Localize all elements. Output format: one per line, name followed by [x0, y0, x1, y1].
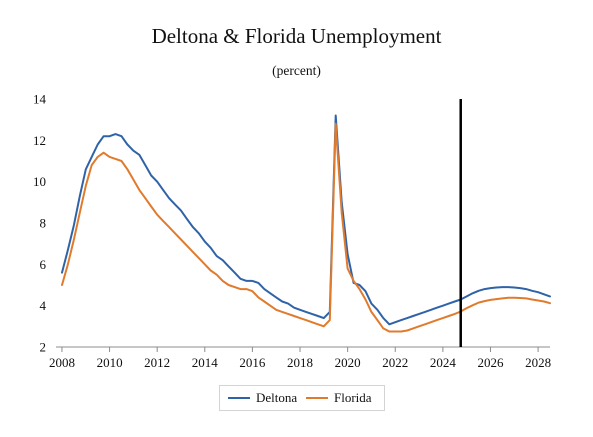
- legend-label-deltona: Deltona: [256, 390, 298, 405]
- legend-item-deltona: Deltona: [228, 390, 297, 406]
- y-tick-label: 6: [40, 257, 47, 272]
- series-line-florida: [61, 122, 551, 333]
- legend-item-florida: Florida: [306, 390, 372, 406]
- x-tick-label: 2024: [430, 355, 457, 370]
- x-tick-label: 2008: [49, 355, 75, 370]
- series-line-deltona: [61, 114, 551, 326]
- y-tick-label: 14: [33, 92, 47, 107]
- x-tick-label: 2022: [382, 355, 408, 370]
- legend-swatch-deltona: [228, 397, 250, 399]
- x-tick-label: 2016: [239, 355, 266, 370]
- chart-legend: Deltona Florida: [219, 385, 385, 411]
- chart-subtitle: (percent): [272, 63, 321, 78]
- x-tick-label: 2012: [144, 355, 170, 370]
- y-tick-label: 4: [40, 298, 47, 313]
- y-tick-label: 12: [33, 133, 46, 148]
- x-tick-label: 2018: [287, 355, 313, 370]
- y-tick-label: 2: [40, 340, 47, 355]
- series-layer: [61, 99, 551, 347]
- x-tick-label: 2010: [97, 355, 123, 370]
- chart-title: Deltona & Florida Unemployment: [151, 24, 442, 48]
- x-tick-label: 2026: [477, 355, 504, 370]
- x-tick-label: 2020: [335, 355, 361, 370]
- y-tick-label: 10: [33, 174, 46, 189]
- y-tick-label: 8: [40, 216, 47, 231]
- legend-swatch-florida: [306, 397, 328, 399]
- legend-label-florida: Florida: [334, 390, 372, 405]
- chart-axes: 2 4 6 8 10 12 14 2008 2010 2012 2014 2016 2018 2020 20…: [33, 92, 551, 371]
- x-tick-label: 2028: [525, 355, 551, 370]
- x-tick-label: 2014: [192, 355, 219, 370]
